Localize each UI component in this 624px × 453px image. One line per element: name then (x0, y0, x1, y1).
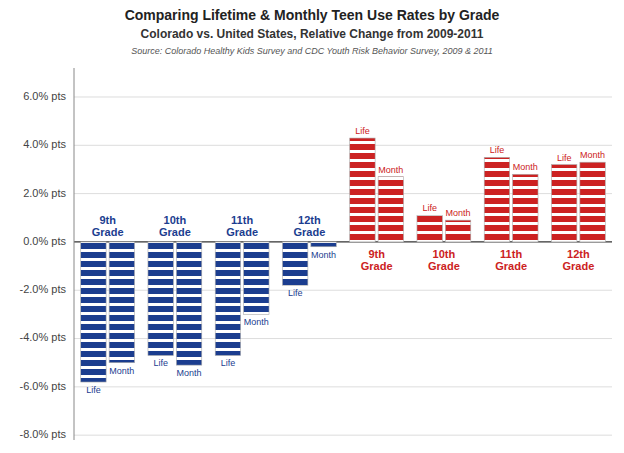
bar (109, 242, 134, 363)
bar-series-label: Month (109, 366, 134, 376)
bar (580, 162, 605, 242)
bar-series-label: Life (422, 203, 437, 213)
bar (551, 165, 576, 242)
bar-series-label: Month (446, 208, 471, 218)
bar (282, 242, 307, 285)
category-label-line: Grade (495, 260, 527, 272)
category-label-line: Grade (361, 260, 393, 272)
bar (445, 220, 470, 242)
category-label-line: 10th (433, 248, 456, 260)
y-tick-label: 2.0% pts (23, 187, 66, 199)
bar-series-label: Month (177, 368, 202, 378)
y-tick-label: 0.0% pts (23, 235, 66, 247)
category-label: 11thGrade (495, 248, 527, 272)
category-label: 12thGrade (293, 214, 325, 238)
bar-series-label: Life (86, 385, 101, 395)
bar (311, 242, 336, 247)
bar-series-label: Life (490, 145, 505, 155)
bar (378, 177, 403, 242)
bar (513, 174, 538, 242)
bar (148, 242, 173, 356)
source-note: Source: Colorado Healthy Kids Survey and… (131, 46, 493, 56)
category-label-line: 12th (567, 248, 590, 260)
category-label-line: 9th (99, 214, 116, 226)
y-tick-label: -4.0% pts (20, 331, 67, 343)
bar (417, 215, 442, 242)
bar-series-label: Life (355, 126, 370, 136)
bar-series-label: Month (513, 162, 538, 172)
category-label: 10thGrade (159, 214, 191, 238)
category-label-line: Grade (92, 226, 124, 238)
grid-line (74, 96, 612, 97)
bar-series-label: Life (288, 288, 303, 298)
bar-series-label: Month (378, 165, 403, 175)
bar (81, 242, 106, 382)
bar (176, 242, 201, 365)
category-label: 12thGrade (562, 248, 594, 272)
y-tick-label: -6.0% pts (20, 380, 67, 392)
bar-series-label: Life (557, 153, 572, 163)
category-label-line: 11th (500, 248, 522, 260)
category-label-line: Grade (562, 260, 594, 272)
bar (484, 157, 509, 242)
bar-series-label: Life (221, 358, 236, 368)
y-tick-label: -8.0% pts (20, 428, 67, 440)
category-label-line: Grade (159, 226, 191, 238)
y-tick-label: 6.0% pts (23, 90, 66, 102)
category-label-line: 10th (164, 214, 187, 226)
y-axis-line (74, 68, 75, 440)
grid (74, 97, 612, 435)
category-label-line: 12th (298, 214, 321, 226)
labels: Life Life Life Life Life Life Life Life Month Mon… (86, 126, 605, 395)
category-label-line: Grade (293, 226, 325, 238)
category-label: 11thGrade (226, 214, 258, 238)
category-label: 9thGrade (361, 248, 393, 272)
y-tick-label: 4.0% pts (23, 138, 66, 150)
title: Comparing Lifetime & Monthly Teen Use Ra… (125, 7, 500, 23)
category-label-line: 9th (368, 248, 385, 260)
grid-line (74, 145, 612, 146)
bar (244, 242, 269, 314)
chart-container: Comparing Lifetime & Monthly Teen Use Ra… (0, 0, 624, 453)
bar-series-label: Month (311, 250, 336, 260)
y-tick-label: -2.0% pts (20, 283, 67, 295)
bars (81, 138, 606, 382)
chart-svg: Comparing Lifetime & Monthly Teen Use Ra… (0, 0, 624, 453)
bar (350, 138, 375, 242)
category-label-line: 11th (231, 214, 253, 226)
category-label: 9thGrade (92, 214, 124, 238)
bar-series-label: Month (244, 317, 269, 327)
bar-series-label: Month (580, 150, 605, 160)
subtitle: Colorado vs. United States, Relative Cha… (141, 27, 484, 41)
bar-series-label: Life (153, 358, 168, 368)
grid-line (74, 435, 612, 436)
grid-line (74, 386, 612, 387)
category-label: 10thGrade (428, 248, 460, 272)
bar (215, 242, 240, 356)
category-label-line: Grade (226, 226, 258, 238)
category-label-line: Grade (428, 260, 460, 272)
